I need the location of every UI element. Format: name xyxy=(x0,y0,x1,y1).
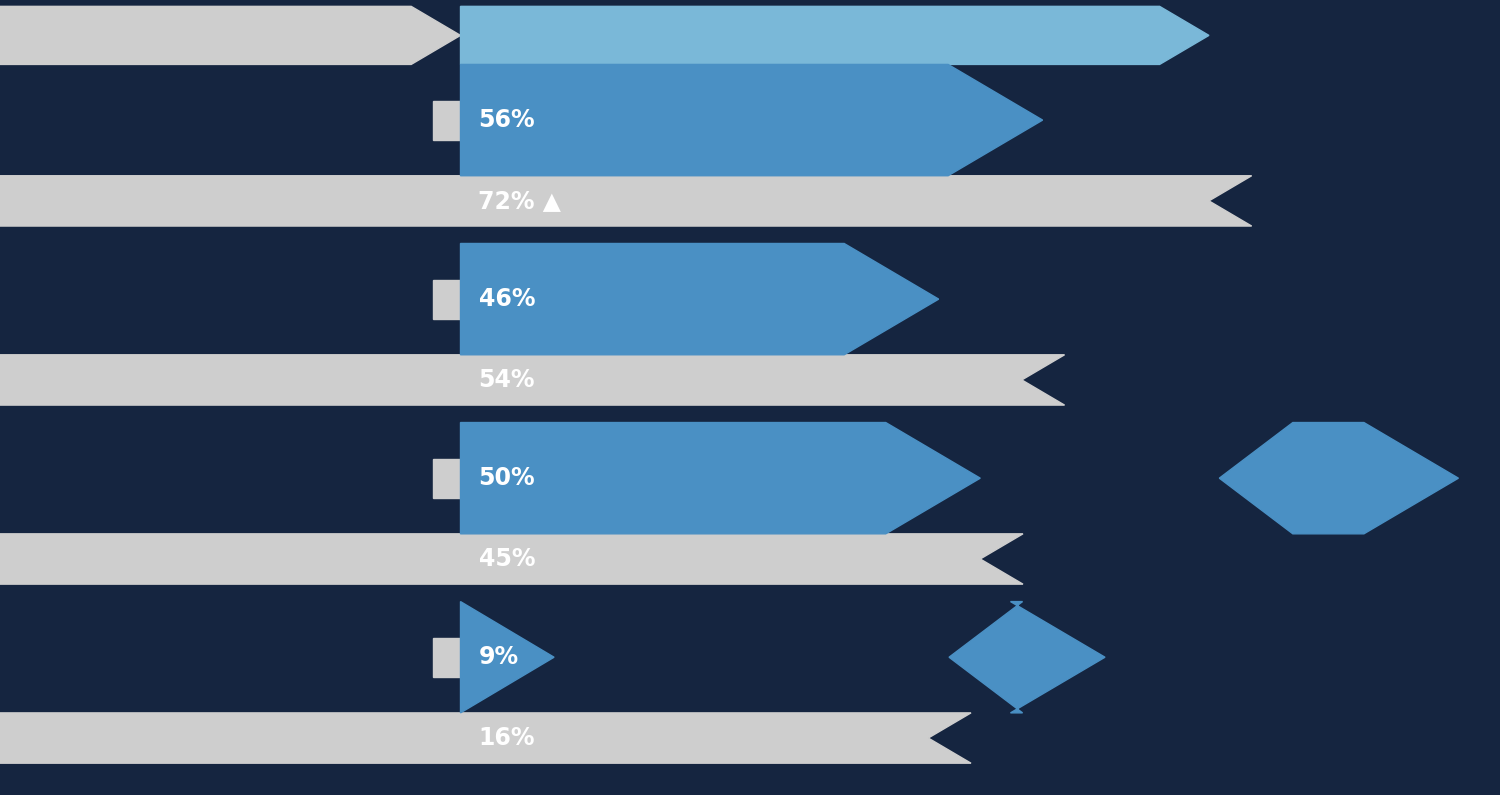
Bar xyxy=(0,226,1500,243)
Bar xyxy=(433,638,460,677)
Text: 50%: 50% xyxy=(478,466,536,491)
Polygon shape xyxy=(950,602,1106,713)
Polygon shape xyxy=(1220,422,1458,533)
Bar xyxy=(0,243,1500,405)
Text: 72% ▲: 72% ▲ xyxy=(478,189,561,213)
Polygon shape xyxy=(460,6,1209,64)
Bar xyxy=(433,280,460,319)
Polygon shape xyxy=(460,602,554,713)
Polygon shape xyxy=(460,422,981,533)
Text: 54%: 54% xyxy=(478,368,536,392)
Bar xyxy=(433,101,460,140)
Polygon shape xyxy=(0,713,970,763)
Bar xyxy=(433,459,460,498)
Polygon shape xyxy=(0,176,1251,226)
Polygon shape xyxy=(0,6,460,64)
Polygon shape xyxy=(0,355,1065,405)
Text: 46%: 46% xyxy=(478,287,536,311)
Bar xyxy=(0,584,1500,602)
Text: 16%: 16% xyxy=(478,726,536,750)
Polygon shape xyxy=(460,243,939,355)
Text: 56%: 56% xyxy=(478,108,536,132)
Bar xyxy=(0,763,1500,795)
Polygon shape xyxy=(460,64,1042,176)
Text: 9%: 9% xyxy=(478,646,519,669)
Polygon shape xyxy=(0,533,1023,584)
Bar xyxy=(0,602,1500,763)
Bar xyxy=(0,405,1500,422)
Text: 45%: 45% xyxy=(478,547,536,571)
Bar xyxy=(0,422,1500,584)
Bar xyxy=(0,64,1500,226)
